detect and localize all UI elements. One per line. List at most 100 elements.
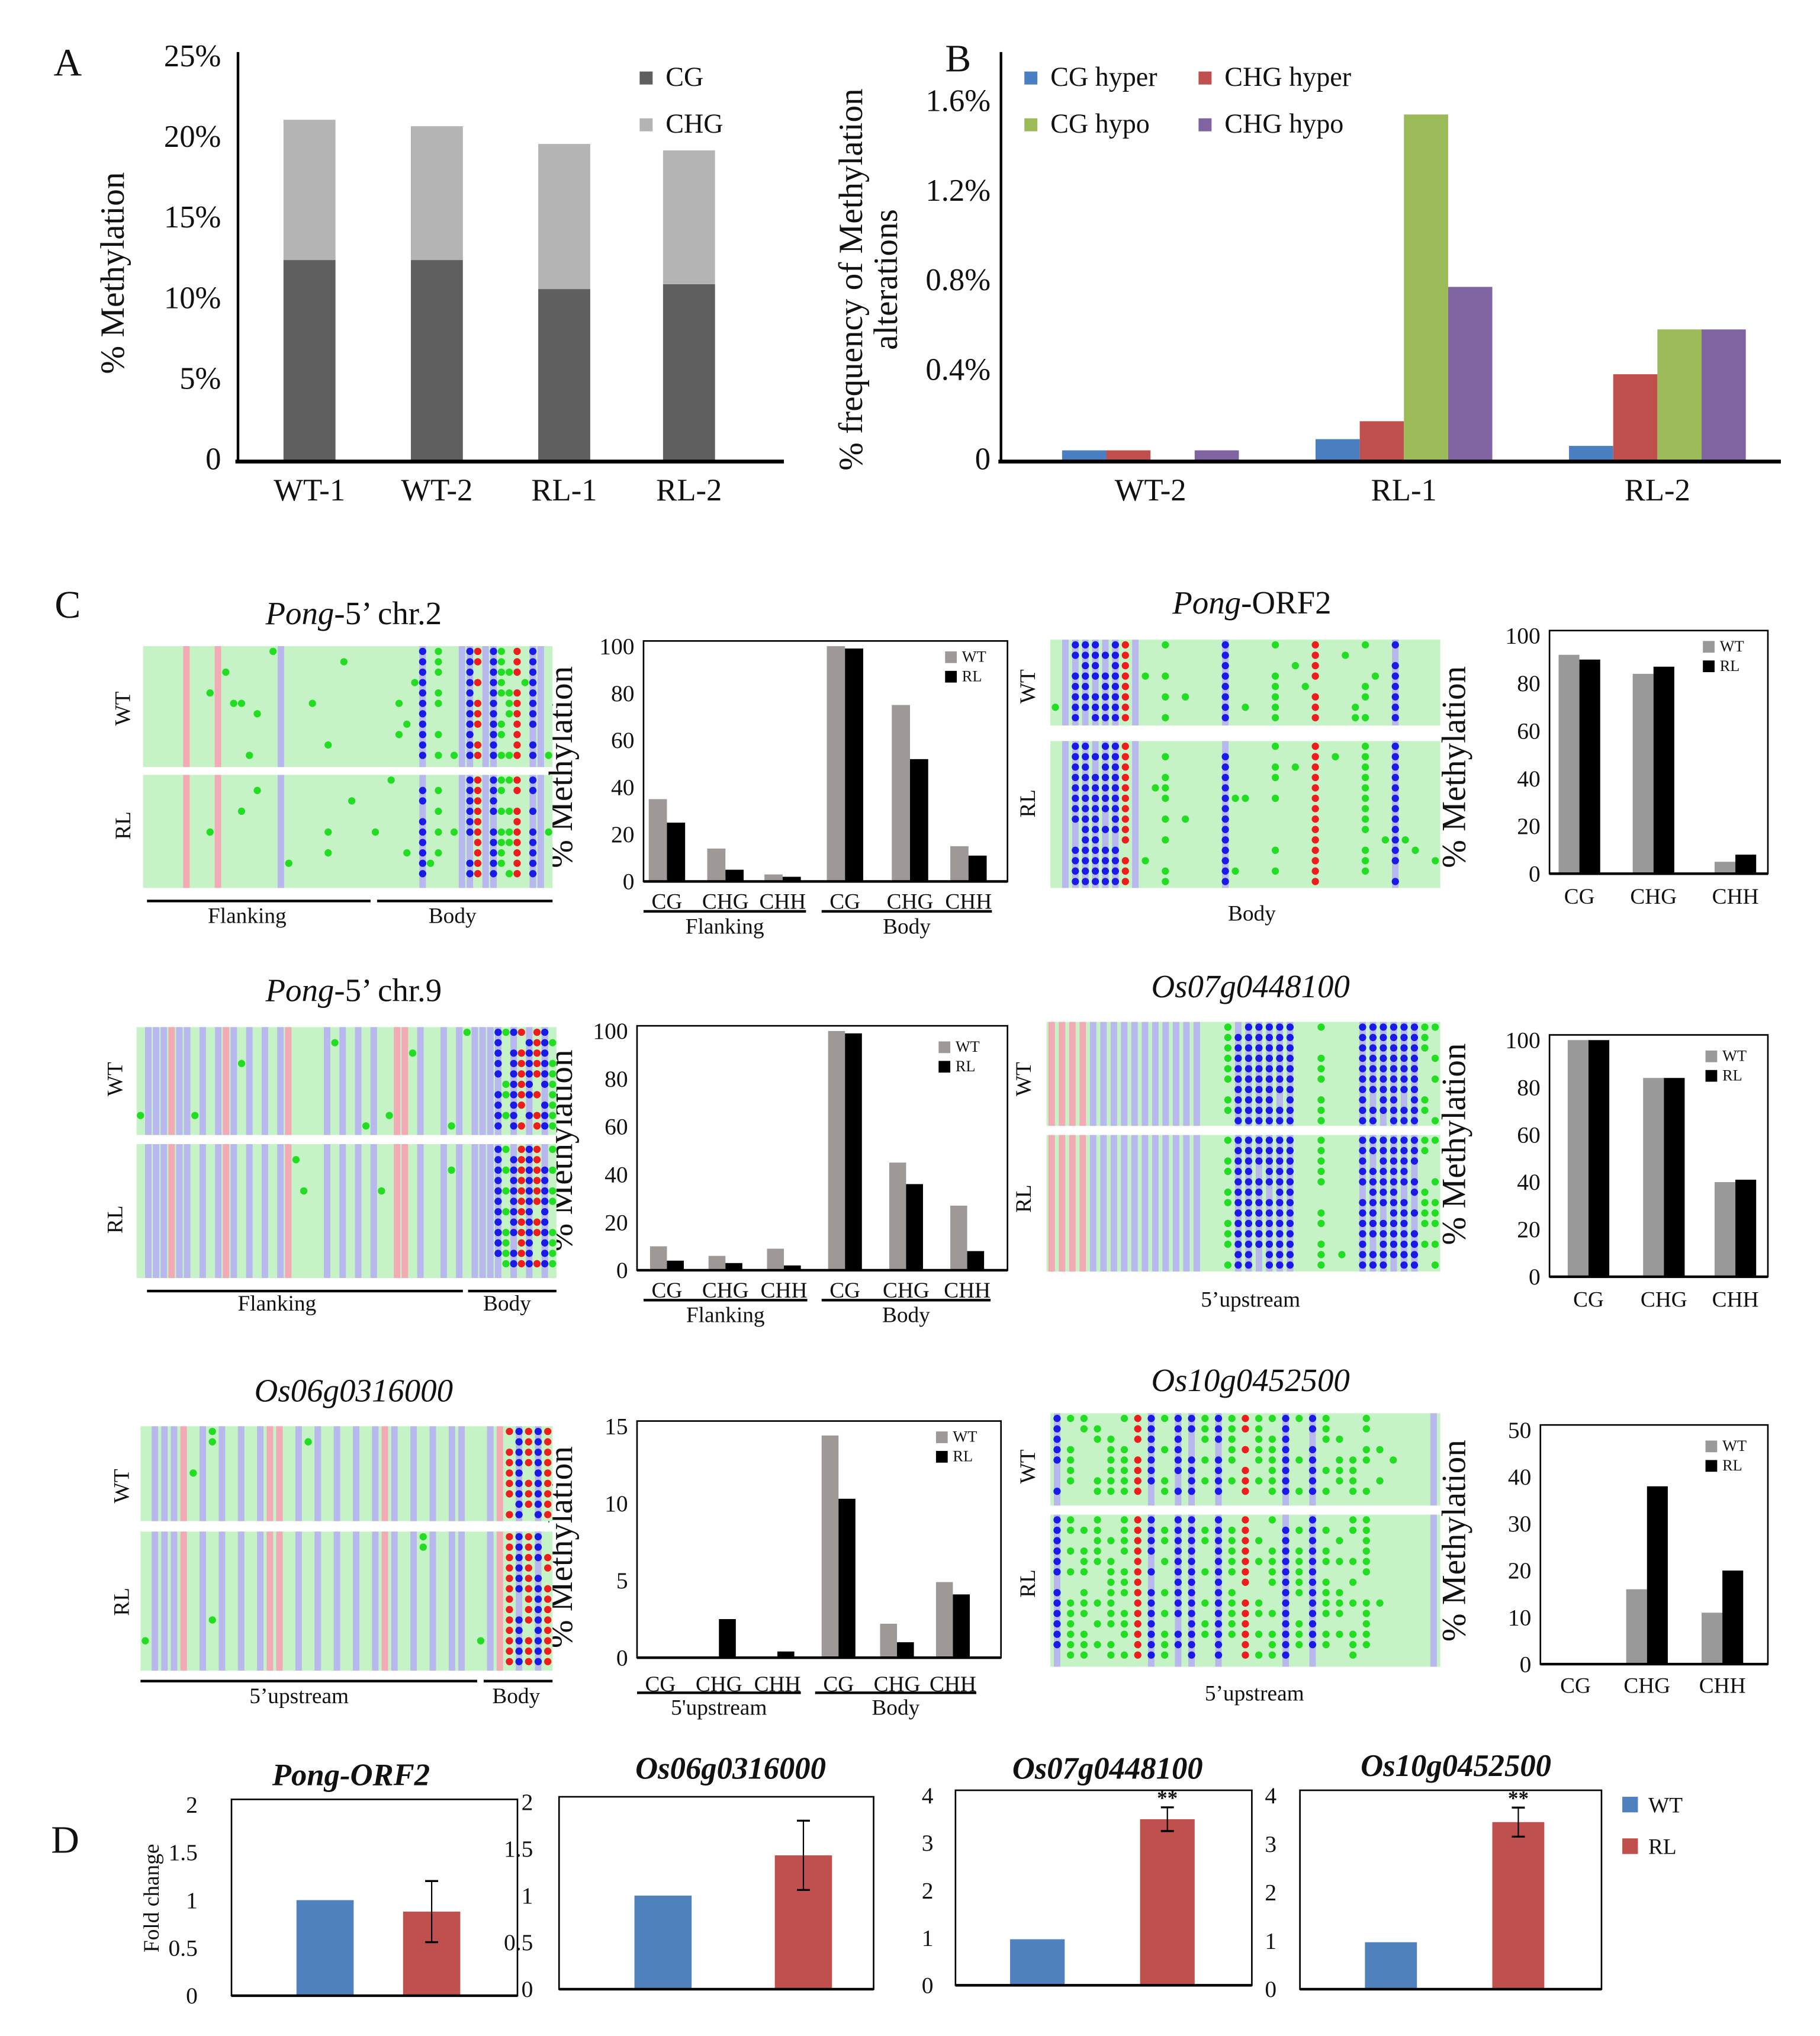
cg-site-column: [1100, 1135, 1107, 1272]
methylation-dot: [237, 807, 246, 815]
y-tick-label: 20: [1517, 813, 1541, 839]
methylation-dot: [1107, 1477, 1115, 1485]
methylation-dot: [1107, 1610, 1115, 1617]
x-tick-label: CHH: [1712, 1287, 1759, 1312]
methylation-dot: [1221, 773, 1229, 781]
methylation-dot: [1400, 1251, 1408, 1258]
methylation-dot: [1107, 1537, 1115, 1544]
methylation-dot: [533, 1145, 541, 1153]
methylation-dot: [1082, 836, 1089, 844]
bar-wt: [648, 799, 667, 882]
methylation-dot: [1265, 1106, 1274, 1115]
methylation-dot: [1091, 826, 1099, 833]
methylation-dot: [1390, 1219, 1398, 1228]
methylation-dot: [1349, 1599, 1357, 1607]
methylation-dot: [510, 1059, 517, 1067]
methylation-dot: [1224, 1033, 1232, 1042]
methylation-dot: [1282, 1456, 1290, 1464]
methylation-dot: [1380, 1167, 1387, 1176]
cg-site-column: [1162, 1135, 1169, 1272]
y-tick-label: 1: [922, 1925, 934, 1951]
methylation-dot: [1224, 1044, 1232, 1052]
methylation-dot: [1410, 1033, 1419, 1042]
methylation-dot: [1214, 1557, 1223, 1565]
methylation-dot: [497, 647, 505, 656]
region-label: Flanking: [238, 1292, 317, 1316]
methylation-dot: [533, 1049, 541, 1057]
methylation-dot: [1188, 1516, 1195, 1524]
methylation-dot: [1276, 1106, 1284, 1115]
methylation-dot: [1245, 1023, 1253, 1031]
methylation-dot: [1242, 1466, 1249, 1475]
wt-methylation-rows: [1050, 640, 1440, 726]
methylation-dot: [510, 1208, 517, 1216]
methylation-dot: [1174, 1526, 1182, 1534]
methylation-dot: [549, 1145, 557, 1153]
y-tick-label: 20: [1508, 1557, 1532, 1584]
methylation-dot: [1369, 1230, 1377, 1238]
cg-site-column: [218, 1426, 226, 1521]
unmethylated-cg-column: [394, 1144, 401, 1279]
methylation-dot: [1072, 773, 1079, 781]
legend-label: CHG hypo: [1224, 108, 1343, 139]
bar-rl: [719, 1619, 736, 1658]
methylation-dot: [544, 1479, 552, 1488]
methylation-dot: [490, 710, 497, 718]
methylation-dot: [1291, 763, 1299, 771]
methylation-dot: [304, 1438, 312, 1446]
methylation-dot: [1421, 1136, 1429, 1144]
methylation-dot: [494, 1250, 502, 1257]
methylation-dot: [1094, 1557, 1101, 1565]
methylation-dot: [1224, 1136, 1232, 1144]
methylation-dot: [1352, 704, 1359, 711]
methylation-dot: [1317, 1167, 1325, 1176]
methylation-dot: [1201, 1630, 1209, 1638]
methylation-dot: [1308, 1425, 1317, 1433]
methylation-dot: [1120, 1630, 1128, 1638]
methylation-plot: [1050, 640, 1440, 888]
cg-site-column: [1411, 1022, 1418, 1126]
methylation-dot: [513, 731, 521, 738]
cg-site-column: [277, 646, 284, 767]
methylation-dot: [1053, 1641, 1061, 1649]
region-label: Flanking: [208, 904, 287, 929]
methylation-dot: [1147, 1436, 1155, 1443]
methylation-dot: [1134, 1641, 1141, 1649]
methylation-dot: [1362, 1610, 1370, 1617]
methylation-dot: [1282, 1651, 1290, 1659]
methylation-dot: [517, 1029, 525, 1036]
bar-wt: [950, 1205, 967, 1270]
bar-rl: [725, 869, 744, 882]
methylation-dot: [541, 1218, 549, 1226]
methylation-dot: [1390, 1189, 1398, 1196]
bar-rl: [897, 1642, 914, 1658]
methylation-dot: [1121, 784, 1129, 792]
unmethylated-cg-column: [401, 1144, 409, 1279]
methylation-dot: [474, 797, 482, 805]
group-label: Body: [872, 1696, 919, 1720]
methylation-dot: [1221, 651, 1229, 659]
methylation-dot: [513, 689, 521, 697]
methylation-dot: [463, 1029, 471, 1036]
methylation-dot: [419, 658, 426, 666]
methylation-dot: [1121, 878, 1129, 885]
legend-label: CG hyper: [1050, 62, 1157, 92]
methylation-dot: [502, 1029, 510, 1036]
methylation-dot: [1120, 1589, 1128, 1597]
methylation-dot: [515, 1469, 523, 1477]
methylation-dot: [1188, 1526, 1195, 1534]
x-tick-label: CG: [1560, 1674, 1591, 1698]
methylation-dot: [1400, 1167, 1408, 1176]
methylation-dot: [1101, 794, 1110, 802]
methylation-dot: [1107, 1589, 1115, 1597]
unmethylated-cg-column: [1048, 1135, 1055, 1272]
bar-wt: [828, 1030, 845, 1270]
methylation-dot: [1101, 753, 1110, 760]
methylation-dot: [510, 1070, 517, 1078]
cg-site-column: [295, 1531, 302, 1671]
methylation-dot: [505, 689, 513, 697]
cg-site-column: [482, 775, 489, 888]
y-tick-label: 20%: [164, 120, 221, 154]
methylation-dot: [1376, 1599, 1384, 1607]
methylation-dot: [513, 668, 521, 676]
